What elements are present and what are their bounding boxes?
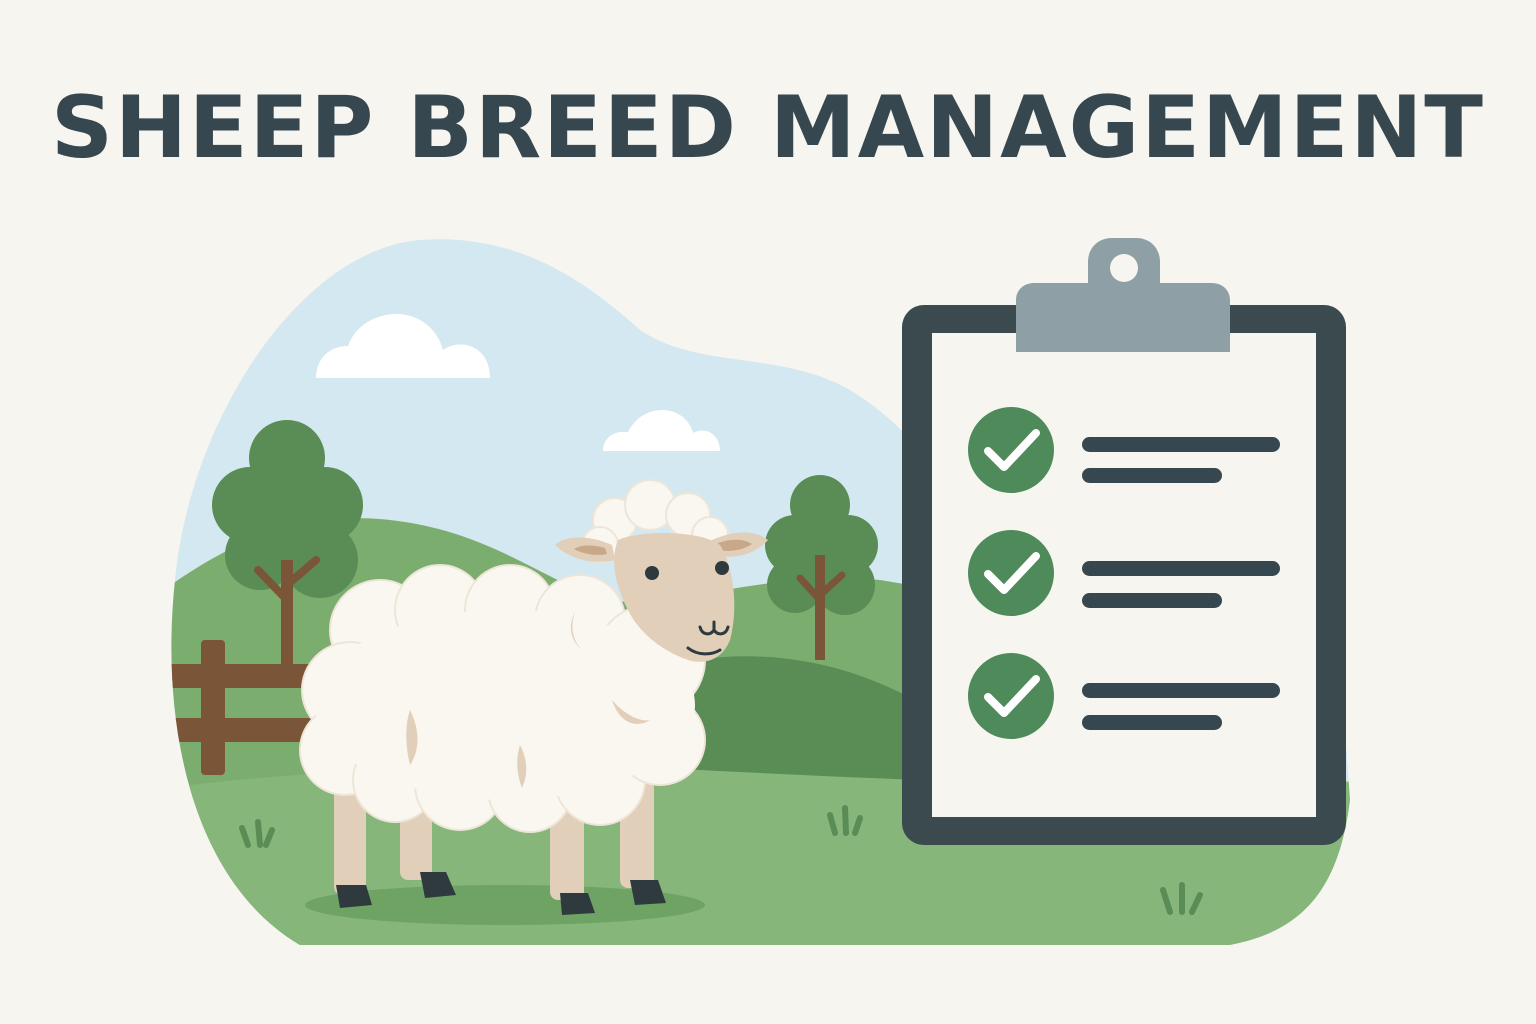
- tree-foliage: [765, 475, 878, 615]
- cloud-icon: [603, 410, 720, 451]
- fence: [171, 640, 340, 775]
- clipboard-clip: [1016, 238, 1230, 352]
- checklist-item: [968, 407, 1280, 493]
- cloud-icon: [316, 314, 490, 378]
- checklist-item: [968, 530, 1280, 616]
- sheep-wool-curl: [406, 612, 650, 788]
- tree-right: [765, 475, 878, 660]
- text-line: [1082, 715, 1222, 730]
- tree-trunk: [815, 555, 825, 660]
- tree-left: [212, 420, 363, 668]
- text-line: [1082, 593, 1222, 608]
- sheep-mouth: [698, 620, 730, 636]
- grass-tuft: [239, 805, 1203, 915]
- check-circle-icon: [968, 530, 1054, 616]
- sheep-eye: [645, 566, 659, 580]
- checklist-item: [968, 653, 1280, 739]
- page-title: SHEEP BREED MANAGEMENT: [51, 78, 1485, 178]
- sheep-face: [614, 533, 735, 662]
- check-circle-icon: [968, 653, 1054, 739]
- text-line: [1082, 683, 1280, 698]
- check-circle-icon: [968, 407, 1054, 493]
- text-line: [1082, 561, 1280, 576]
- clipboard-icon: [902, 238, 1346, 845]
- checklist: [968, 407, 1280, 739]
- text-line: [1082, 437, 1280, 452]
- text-line: [1082, 468, 1222, 483]
- sheep-illustration: [299, 479, 768, 915]
- sheep-shadow: [305, 885, 705, 925]
- sheep-eye: [715, 561, 729, 575]
